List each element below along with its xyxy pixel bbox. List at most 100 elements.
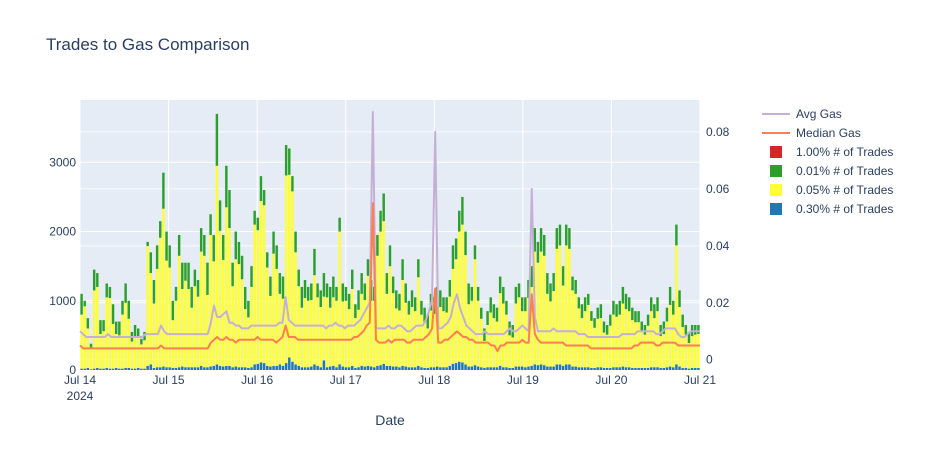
bar-segment-0-30pct xyxy=(653,367,656,370)
bar-segment-0-01pct xyxy=(609,314,612,326)
bar-segment-0-01pct xyxy=(237,241,241,265)
bar-segment-0-01pct xyxy=(498,276,502,294)
bar-segment-0-05pct xyxy=(461,224,464,363)
bar-segment-0-05pct xyxy=(149,273,153,365)
bar-segment-0-30pct xyxy=(609,367,612,370)
bar-segment-0-05pct xyxy=(187,289,190,368)
bar-segment-0-05pct xyxy=(609,325,612,368)
bar-segment-0-30pct xyxy=(234,366,238,370)
bar-segment-0-01pct xyxy=(363,283,367,301)
bar-segment-0-30pct xyxy=(410,367,414,370)
bar-segment-0-05pct xyxy=(319,307,322,368)
bar-segment-0-30pct xyxy=(168,367,171,370)
bar-segment-0-30pct xyxy=(83,368,86,370)
bar-segment-0-01pct xyxy=(96,273,99,287)
bar-segment-0-01pct xyxy=(505,300,508,315)
bar-segment-0-01pct xyxy=(284,145,288,176)
legend-item-pct-0-01[interactable]: 0.01% # of Trades xyxy=(770,164,893,178)
bar-segment-0-30pct xyxy=(221,366,225,370)
bar-segment-0-05pct xyxy=(668,304,672,367)
legend-item-pct-0-05[interactable]: 0.05% # of Trades xyxy=(770,183,893,197)
bar-segment-0-30pct xyxy=(672,367,675,370)
bar-segment-0-30pct xyxy=(505,367,508,370)
bar-segment-0-01pct xyxy=(351,269,354,289)
bar-segment-0-30pct xyxy=(514,366,518,370)
bar-segment-0-30pct xyxy=(306,367,310,370)
bar-segment-0-30pct xyxy=(546,366,549,370)
bar-segment-0-05pct xyxy=(247,317,250,368)
bar-segment-0-30pct xyxy=(294,364,297,370)
bar-segment-0-05pct xyxy=(114,334,118,368)
bar-segment-0-01pct xyxy=(99,320,102,334)
bar-segment-0-01pct xyxy=(319,290,322,307)
bar-segment-0-05pct xyxy=(665,321,669,368)
bar-segment-0-05pct xyxy=(391,293,395,367)
legend-item-median-gas[interactable]: Median Gas xyxy=(762,126,861,140)
bar-segment-0-05pct xyxy=(140,344,143,369)
bar-segment-0-01pct xyxy=(262,190,266,206)
bar-segment-0-05pct xyxy=(92,290,96,369)
bar-segment-0-05pct xyxy=(429,310,433,368)
bar-segment-0-01pct xyxy=(146,241,149,247)
bar-segment-0-01pct xyxy=(514,286,518,304)
bar-segment-0-05pct xyxy=(590,320,593,368)
bar-segment-0-30pct xyxy=(684,367,688,370)
bar-segment-0-30pct xyxy=(114,367,118,370)
bar-segment-0-30pct xyxy=(92,368,96,370)
bar-segment-0-01pct xyxy=(401,259,404,280)
bar-segment-0-05pct xyxy=(687,343,691,369)
bar-segment-0-01pct xyxy=(354,304,357,319)
legend-item-pct-0-30[interactable]: 0.30% # of Trades xyxy=(770,202,893,216)
bar-segment-0-01pct xyxy=(244,286,247,310)
bar-segment-0-05pct xyxy=(360,293,363,366)
bar-segment-0-30pct xyxy=(587,367,590,370)
bar-segment-0-05pct xyxy=(96,286,99,368)
bar-segment-0-05pct xyxy=(196,296,200,368)
bar-segment-0-05pct xyxy=(596,318,599,368)
bar-segment-0-01pct xyxy=(181,262,184,289)
bar-segment-0-01pct xyxy=(168,245,171,268)
bar-segment-0-30pct xyxy=(687,368,691,370)
bar-segment-0-05pct xyxy=(376,255,379,366)
bar-segment-0-30pct xyxy=(637,367,640,370)
bar-segment-0-05pct xyxy=(127,318,130,368)
legend[interactable]: Avg Gas Median Gas 1.00% # of Trades 0.01% … xyxy=(762,107,893,216)
bar-segment-0-30pct xyxy=(130,368,134,370)
bar-segment-0-30pct xyxy=(568,364,571,370)
bar-segment-0-30pct xyxy=(344,367,348,370)
bar-segment-0-05pct xyxy=(583,311,587,368)
bar-segment-0-05pct xyxy=(250,286,253,368)
bar-segment-0-05pct xyxy=(237,264,241,368)
bar-segment-0-05pct xyxy=(561,285,565,366)
bar-segment-0-05pct xyxy=(108,298,112,369)
bar-segment-0-05pct xyxy=(612,314,615,368)
bar-segment-0-01pct xyxy=(247,300,250,318)
bar-segment-0-30pct xyxy=(404,366,407,370)
bar-segment-0-05pct xyxy=(347,309,351,368)
bar-segment-0-01pct xyxy=(196,280,200,297)
bar-segment-0-30pct xyxy=(105,367,108,370)
bar-segment-0-01pct xyxy=(162,172,165,209)
bar-segment-0-05pct xyxy=(181,289,184,367)
bars xyxy=(80,113,700,370)
bar-segment-0-01pct xyxy=(668,286,672,305)
bar-segment-0-05pct xyxy=(536,262,540,366)
x-tick-label: Jul 14 xyxy=(64,373,96,387)
bar-segment-0-30pct xyxy=(458,361,461,370)
x-axis-title: Date xyxy=(375,412,405,428)
bar-segment-0-01pct xyxy=(89,343,93,348)
bar-segment-0-01pct xyxy=(602,321,606,333)
bar-segment-0-01pct xyxy=(395,290,398,309)
bar-segment-0-30pct xyxy=(379,365,382,370)
bar-segment-0-05pct xyxy=(105,297,108,368)
legend-item-pct-1-00[interactable]: 1.00% # of Trades xyxy=(770,145,893,159)
bar-segment-0-05pct xyxy=(473,259,477,366)
bar-segment-0-01pct xyxy=(108,286,112,298)
bar-segment-0-05pct xyxy=(498,293,502,366)
legend-item-avg-gas[interactable]: Avg Gas xyxy=(762,107,842,121)
bar-segment-0-01pct xyxy=(599,304,603,319)
bar-segment-0-30pct xyxy=(391,366,395,370)
avg-gas-line xyxy=(79,110,700,338)
bar-segment-0-30pct xyxy=(473,365,477,370)
bar-segment-0-01pct xyxy=(310,283,313,301)
